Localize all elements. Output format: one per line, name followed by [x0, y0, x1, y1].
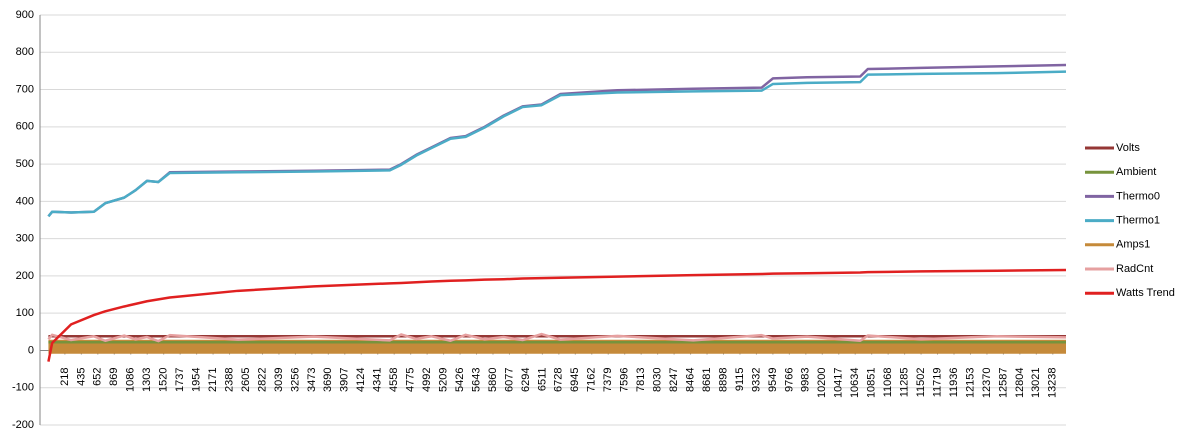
x-tick-label: 12370 — [981, 367, 993, 398]
x-tick-label: 3907 — [339, 367, 351, 391]
x-tick-label: 435 — [75, 367, 87, 385]
x-tick-label: 7813 — [635, 367, 647, 391]
legend-label: Thermo0 — [1116, 190, 1160, 202]
x-tick-label: 11936 — [948, 367, 960, 397]
y-tick-label: 700 — [16, 83, 34, 95]
x-tick-label: 6945 — [569, 367, 581, 391]
x-tick-label: 9115 — [734, 367, 746, 391]
x-tick-label: 1737 — [174, 367, 186, 391]
legend-label: Ambient — [1116, 166, 1156, 178]
series-line — [47, 268, 1067, 362]
series-line — [47, 63, 1067, 218]
x-tick-label: 2388 — [223, 367, 235, 391]
x-tick-label: 4775 — [405, 367, 417, 391]
x-tick-label: 8464 — [684, 367, 696, 391]
legend-label: Volts — [1116, 142, 1140, 154]
x-tick-label: 8030 — [652, 367, 664, 391]
y-tick-label: -200 — [12, 419, 34, 431]
x-tick-label: 2171 — [207, 367, 219, 391]
x-tick-label: 3256 — [289, 367, 301, 391]
legend-label: RadCnt — [1116, 263, 1153, 275]
x-tick-label: 13021 — [1030, 367, 1042, 398]
series-line — [47, 70, 1067, 218]
x-tick-label: 218 — [59, 367, 71, 385]
y-tick-label: -100 — [12, 382, 34, 394]
x-tick-label: 5426 — [454, 367, 466, 391]
x-tick-label: 8898 — [717, 367, 729, 391]
x-tick-label: 10851 — [866, 367, 878, 398]
legend-label: Thermo1 — [1116, 215, 1160, 227]
x-tick-label: 1954 — [191, 367, 203, 391]
x-tick-label: 1520 — [158, 367, 170, 391]
x-tick-label: 8681 — [701, 367, 713, 391]
x-tick-label: 5643 — [470, 367, 482, 391]
x-tick-label: 6728 — [553, 367, 565, 391]
x-tick-label: 10417 — [833, 367, 845, 398]
legend-label: Watts Trend — [1116, 287, 1175, 299]
x-tick-label: 10200 — [816, 367, 828, 398]
x-tick-label: 3690 — [322, 367, 334, 391]
x-tick-label: 12804 — [1014, 367, 1026, 398]
y-tick-label: 300 — [16, 233, 34, 245]
y-tick-label: 400 — [16, 195, 34, 207]
x-tick-label: 13238 — [1047, 367, 1059, 398]
x-tick-label: 9983 — [800, 367, 812, 391]
x-tick-label: 4124 — [355, 367, 367, 391]
x-tick-label: 4992 — [421, 367, 433, 391]
y-tick-label: 0 — [28, 344, 34, 356]
x-tick-label: 10634 — [849, 367, 861, 398]
legend-label: Amps1 — [1116, 239, 1150, 251]
x-tick-label: 5860 — [487, 367, 499, 391]
y-tick-label: 500 — [16, 158, 34, 170]
x-tick-label: 652 — [92, 367, 104, 385]
x-tick-label: 7596 — [619, 367, 631, 391]
x-tick-label: 5209 — [437, 367, 449, 391]
y-tick-label: 900 — [16, 9, 34, 21]
y-tick-label: 600 — [16, 121, 34, 133]
x-tick-label: 2605 — [240, 367, 252, 391]
x-tick-label: 6077 — [503, 367, 515, 391]
x-tick-label: 12153 — [964, 367, 976, 398]
y-tick-label: 100 — [16, 307, 34, 319]
x-tick-label: 11068 — [882, 367, 894, 397]
series-line — [47, 332, 1067, 343]
x-tick-label: 4341 — [372, 367, 384, 391]
x-tick-label: 8247 — [668, 367, 680, 391]
x-tick-label: 869 — [108, 367, 120, 385]
x-tick-label: 4558 — [388, 367, 400, 391]
x-tick-label: 9549 — [767, 367, 779, 391]
y-tick-label: 800 — [16, 46, 34, 58]
x-tick-label: 6294 — [520, 367, 532, 391]
x-tick-label: 7379 — [602, 367, 614, 391]
x-tick-label: 3473 — [306, 367, 318, 391]
x-tick-label: 11285 — [899, 367, 911, 397]
y-tick-label: 200 — [16, 270, 34, 282]
x-tick-label: 9332 — [750, 367, 762, 391]
x-tick-label: 2822 — [256, 367, 268, 391]
x-tick-label: 12587 — [997, 367, 1009, 398]
x-tick-label: 7162 — [586, 367, 598, 391]
x-tick-label: 1303 — [141, 367, 153, 391]
x-tick-label: 6511 — [536, 367, 548, 391]
x-tick-label: 11502 — [915, 367, 927, 397]
x-tick-label: 11719 — [931, 367, 943, 397]
x-tick-label: 1086 — [125, 367, 137, 391]
x-tick-label: 3039 — [273, 367, 285, 391]
x-tick-label: 9766 — [783, 367, 795, 391]
